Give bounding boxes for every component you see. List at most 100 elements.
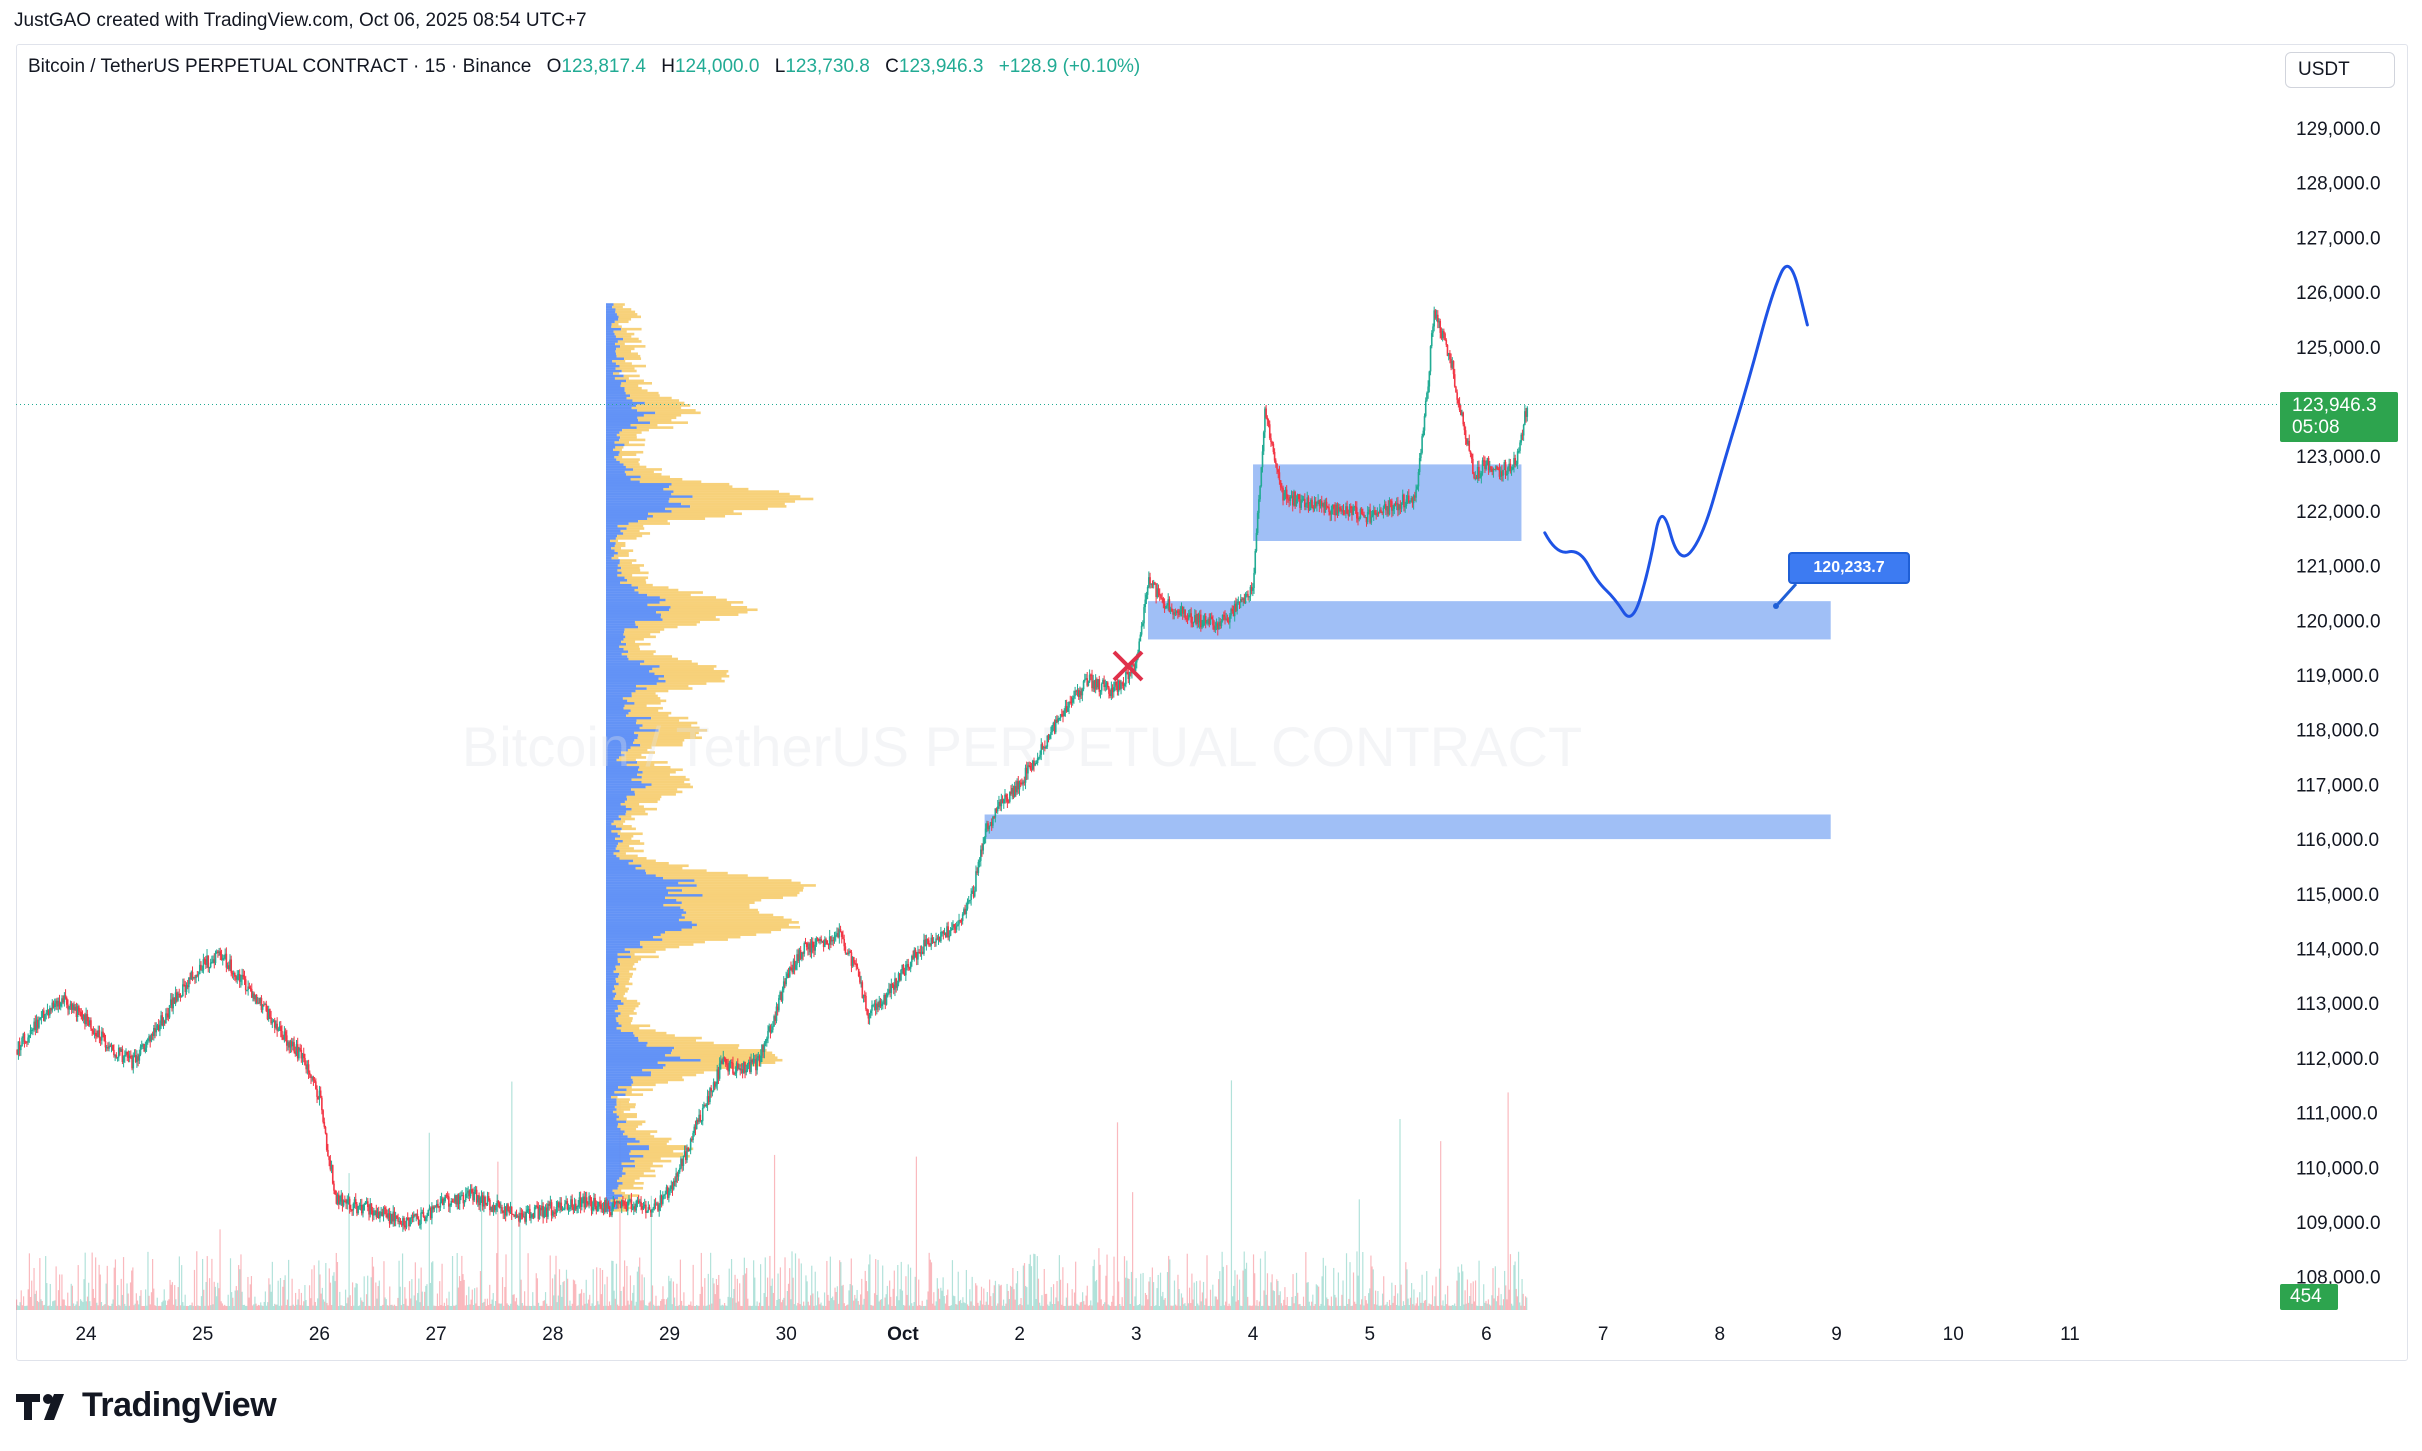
candle-body bbox=[80, 1012, 83, 1017]
candle-body bbox=[1346, 506, 1348, 514]
volume-bar bbox=[1316, 1285, 1319, 1310]
volume-bar bbox=[918, 1279, 920, 1310]
volume-bar bbox=[830, 1298, 833, 1310]
candle-body bbox=[1235, 603, 1237, 611]
volume-bar bbox=[305, 1299, 307, 1310]
profile-bar-buy bbox=[606, 753, 625, 757]
volume-bar bbox=[207, 1305, 210, 1310]
profile-bar-buy bbox=[606, 989, 613, 993]
candle-body bbox=[1369, 509, 1371, 523]
volume-bar bbox=[258, 1305, 261, 1310]
volume-bar bbox=[889, 1280, 891, 1310]
volume-bar bbox=[825, 1305, 827, 1310]
candle-body bbox=[989, 822, 992, 827]
volume-bar bbox=[1071, 1289, 1073, 1310]
candle-body bbox=[628, 1199, 630, 1202]
candle-body bbox=[1417, 472, 1420, 487]
volume-bar bbox=[1381, 1293, 1384, 1310]
volume-bar bbox=[104, 1304, 106, 1310]
candle-body bbox=[1359, 508, 1362, 518]
tradingview-brand[interactable]: TradingView bbox=[16, 1386, 277, 1425]
volume-bar bbox=[776, 1300, 778, 1310]
candle-body bbox=[27, 1037, 29, 1043]
candle-body bbox=[144, 1047, 147, 1052]
candle-body bbox=[92, 1030, 95, 1034]
volume-bar bbox=[501, 1277, 504, 1310]
volume-bar bbox=[1005, 1303, 1007, 1310]
candle-body bbox=[1316, 503, 1318, 507]
volume-bar bbox=[486, 1298, 489, 1310]
candle-body bbox=[889, 989, 891, 993]
volume-bar bbox=[1223, 1305, 1226, 1310]
volume-bar bbox=[1483, 1284, 1485, 1310]
profile-bar-sell bbox=[616, 992, 625, 996]
volume-bar bbox=[1399, 1119, 1401, 1310]
volume-bar bbox=[453, 1305, 455, 1310]
profile-bar-buy bbox=[606, 1071, 652, 1074]
volume-bar bbox=[1198, 1305, 1200, 1310]
candle-body bbox=[1028, 765, 1030, 767]
profile-bar-buy bbox=[606, 509, 672, 513]
volume-bar bbox=[1361, 1299, 1363, 1310]
volume-bar bbox=[1098, 1248, 1100, 1310]
volume-bar bbox=[1154, 1305, 1156, 1310]
volume-bar bbox=[484, 1298, 486, 1310]
profile-bar-buy bbox=[606, 443, 625, 447]
volume-bar bbox=[839, 1260, 841, 1310]
candle-body bbox=[775, 1006, 778, 1021]
candle-body bbox=[980, 849, 982, 861]
volume-bar bbox=[569, 1300, 571, 1310]
candle-body bbox=[965, 908, 968, 915]
volume-bar bbox=[1424, 1299, 1427, 1310]
volume-bar bbox=[747, 1298, 749, 1310]
volume-bar bbox=[1171, 1305, 1173, 1310]
symbol-title[interactable]: Bitcoin / TetherUS PERPETUAL CONTRACT · … bbox=[28, 56, 532, 77]
candle-body bbox=[1173, 612, 1176, 615]
volume-bar bbox=[542, 1301, 544, 1310]
profile-bar-sell bbox=[626, 379, 644, 383]
profile-bar-sell bbox=[622, 697, 661, 700]
profile-bar-sell bbox=[617, 832, 643, 836]
volume-bar bbox=[128, 1305, 130, 1310]
profile-bar-buy bbox=[606, 320, 615, 324]
candle-body bbox=[59, 1002, 62, 1007]
candle-body bbox=[631, 1208, 634, 1210]
candle-body bbox=[1452, 360, 1455, 375]
profile-bar-sell bbox=[613, 997, 627, 1000]
currency-selector[interactable]: USDT bbox=[2285, 52, 2395, 88]
profile-bar-buy bbox=[606, 409, 638, 412]
volume-bar bbox=[1012, 1267, 1014, 1310]
candle-body bbox=[814, 944, 816, 951]
price-callout[interactable]: 120,233.7 bbox=[1788, 552, 1910, 584]
profile-bar-buy bbox=[606, 985, 615, 988]
profile-bar-buy bbox=[606, 303, 614, 306]
candle-body bbox=[231, 972, 234, 975]
candle-body bbox=[913, 949, 916, 959]
candle-body bbox=[248, 986, 251, 989]
candle-body bbox=[1301, 499, 1304, 501]
volume-bar bbox=[426, 1284, 428, 1310]
volume-bar bbox=[743, 1257, 745, 1310]
volume-bar bbox=[946, 1295, 948, 1310]
volume-bar bbox=[1450, 1305, 1452, 1310]
candle-body bbox=[151, 1033, 154, 1036]
volume-bar bbox=[670, 1278, 672, 1310]
profile-bar-buy bbox=[606, 893, 703, 897]
profile-bar-buy bbox=[606, 765, 640, 769]
candle-body bbox=[1341, 510, 1344, 512]
profile-bar-buy bbox=[606, 1196, 619, 1200]
profile-bar-sell bbox=[621, 1174, 656, 1178]
volume-bar bbox=[74, 1305, 76, 1310]
profile-bar-buy bbox=[606, 391, 626, 395]
candle-body bbox=[1457, 399, 1460, 403]
candle-body bbox=[909, 962, 912, 969]
candle-body bbox=[1267, 420, 1270, 425]
candle-body bbox=[772, 1026, 774, 1030]
candle-body bbox=[128, 1055, 131, 1059]
volume-bar bbox=[643, 1277, 645, 1310]
profile-bar-buy bbox=[606, 1014, 619, 1018]
volume-bar bbox=[1184, 1303, 1186, 1310]
candle-body bbox=[1376, 512, 1379, 516]
profile-bar-sell bbox=[618, 453, 637, 456]
